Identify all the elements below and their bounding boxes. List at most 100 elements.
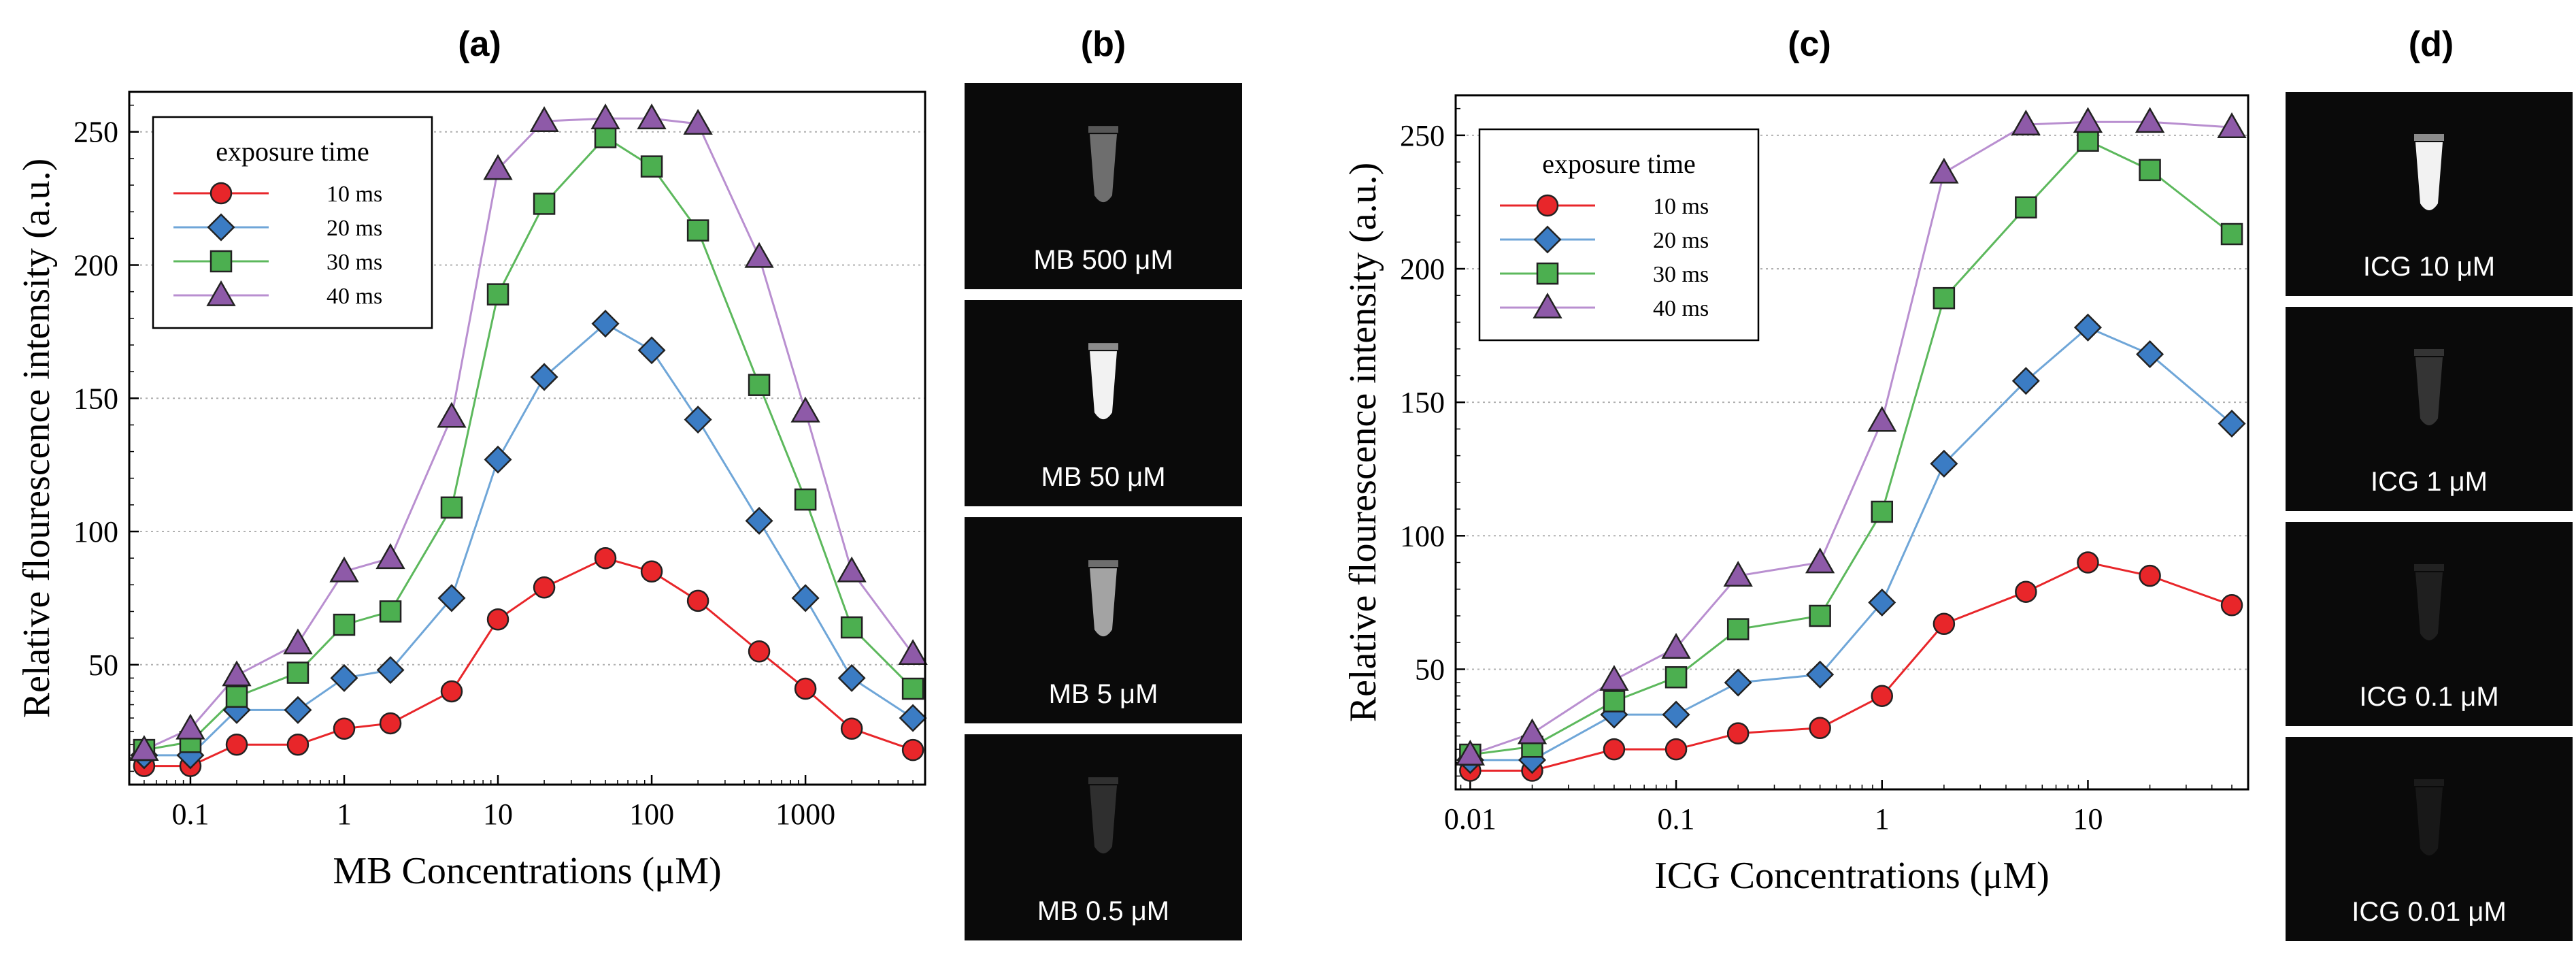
legend-marker bbox=[1536, 262, 1559, 285]
data-point bbox=[1809, 604, 1831, 627]
data-point bbox=[2136, 340, 2164, 369]
data-point bbox=[2073, 107, 2103, 133]
panel-label-b: (b) bbox=[1081, 24, 1126, 64]
data-point bbox=[2015, 196, 2037, 219]
legend-title: exposure time bbox=[1542, 148, 1696, 179]
data-point bbox=[379, 712, 402, 735]
series-line bbox=[144, 322, 914, 757]
data-point bbox=[1665, 666, 1688, 689]
data-point bbox=[1871, 500, 1894, 523]
tube-glow bbox=[1090, 134, 1117, 203]
data-point bbox=[686, 589, 709, 612]
chart-a: 50 100 150 200 250 0.1 1 10 100 1000 MB Concentrat… bbox=[16, 91, 928, 892]
data-point bbox=[1517, 718, 1548, 744]
legend-box bbox=[152, 116, 433, 329]
data-point bbox=[529, 106, 559, 132]
legend-label: 40 ms bbox=[327, 284, 382, 309]
image-tile: ICG 0.1 μM bbox=[2286, 522, 2573, 726]
legend-marker bbox=[210, 250, 233, 273]
x-axis-title: ICG Concentrations (μM) bbox=[1654, 855, 2050, 897]
panel-label-d: (d) bbox=[2409, 24, 2454, 64]
data-point bbox=[1867, 406, 1897, 432]
data-point bbox=[745, 506, 773, 535]
tube-glow bbox=[2415, 142, 2443, 210]
data-point bbox=[590, 103, 620, 130]
legend: exposure time 10 ms 20 ms 30 ms 40 ms bbox=[1478, 128, 1760, 342]
tube-glow bbox=[1090, 568, 1117, 637]
y-tick-label: 200 bbox=[1400, 252, 1445, 286]
data-point bbox=[1665, 738, 1688, 761]
data-point bbox=[1599, 665, 1629, 691]
x-tick-label: 1000 bbox=[775, 798, 835, 831]
x-tick-label: 0.1 bbox=[171, 798, 209, 831]
legend-label: 30 ms bbox=[1653, 262, 1709, 287]
data-point bbox=[594, 546, 617, 570]
series-line bbox=[144, 557, 914, 768]
chart-c: 50 100 150 200 250 0.01 0.1 1 10 ICG Concentratio… bbox=[1342, 94, 2249, 897]
data-point bbox=[175, 713, 205, 740]
data-point bbox=[2077, 551, 2099, 574]
data-point bbox=[1726, 722, 1750, 744]
legend: exposure time 10 ms 20 ms 30 ms 40 ms bbox=[152, 116, 433, 329]
data-point bbox=[840, 717, 863, 740]
data-point bbox=[2218, 410, 2246, 438]
image-caption: MB 0.5 μM bbox=[1037, 896, 1169, 926]
data-point bbox=[594, 126, 617, 148]
data-point bbox=[530, 363, 558, 391]
image-caption: ICG 10 μM bbox=[2363, 252, 2495, 282]
panel-label-a: (a) bbox=[458, 24, 501, 64]
data-point bbox=[901, 738, 924, 761]
data-point bbox=[637, 103, 667, 130]
image-background bbox=[965, 734, 1242, 940]
data-point bbox=[1930, 449, 1958, 478]
data-point bbox=[2015, 580, 2037, 603]
data-point bbox=[225, 685, 248, 708]
data-point bbox=[2220, 223, 2243, 246]
data-point bbox=[533, 193, 556, 215]
plot-frame bbox=[1454, 94, 2249, 791]
image-panel-d: ICG 10 μM ICG 1 μM ICG 0.1 μM ICG 0.01 μM bbox=[2286, 92, 2573, 941]
legend-label: 10 ms bbox=[1653, 194, 1709, 219]
tube-cap bbox=[2414, 779, 2444, 786]
legend-marker bbox=[1533, 225, 1562, 254]
tube-glow bbox=[2415, 787, 2443, 855]
data-point bbox=[286, 734, 310, 756]
x-tick-label: 100 bbox=[629, 798, 674, 831]
y-tick-label: 100 bbox=[1400, 519, 1445, 553]
data-point bbox=[2139, 564, 2161, 587]
data-point bbox=[2073, 313, 2102, 342]
legend-label: 20 ms bbox=[327, 216, 382, 241]
image-background bbox=[2286, 737, 2573, 941]
data-point bbox=[640, 155, 663, 178]
data-point bbox=[791, 584, 820, 612]
data-point bbox=[1724, 668, 1752, 697]
tube-glow bbox=[2415, 572, 2443, 640]
image-tile: ICG 1 μM bbox=[2286, 307, 2573, 511]
x-tick-label: 0.01 bbox=[1444, 802, 1496, 836]
data-point bbox=[1805, 547, 1835, 574]
legend-marker bbox=[210, 182, 233, 205]
image-tile: MB 5 μM bbox=[965, 517, 1242, 723]
data-point bbox=[486, 608, 509, 631]
y-tick-label: 250 bbox=[73, 116, 118, 149]
data-point bbox=[1933, 612, 1956, 636]
legend-label: 40 ms bbox=[1653, 296, 1709, 321]
data-point bbox=[222, 660, 252, 687]
image-tile: MB 50 μM bbox=[965, 300, 1242, 506]
data-point bbox=[1806, 660, 1835, 689]
data-point bbox=[837, 663, 866, 692]
image-caption: ICG 0.1 μM bbox=[2359, 682, 2498, 712]
y-tick-label: 50 bbox=[88, 649, 118, 682]
legend-marker bbox=[206, 280, 236, 306]
data-point bbox=[794, 488, 817, 511]
data-point bbox=[1933, 286, 1956, 310]
data-point bbox=[437, 584, 466, 612]
data-point bbox=[790, 396, 820, 423]
data-point bbox=[1868, 588, 1896, 617]
tube-cap bbox=[1088, 560, 1118, 568]
data-point bbox=[1809, 717, 1831, 740]
data-point bbox=[283, 628, 313, 655]
data-point bbox=[2217, 112, 2247, 138]
data-point bbox=[2139, 159, 2161, 182]
